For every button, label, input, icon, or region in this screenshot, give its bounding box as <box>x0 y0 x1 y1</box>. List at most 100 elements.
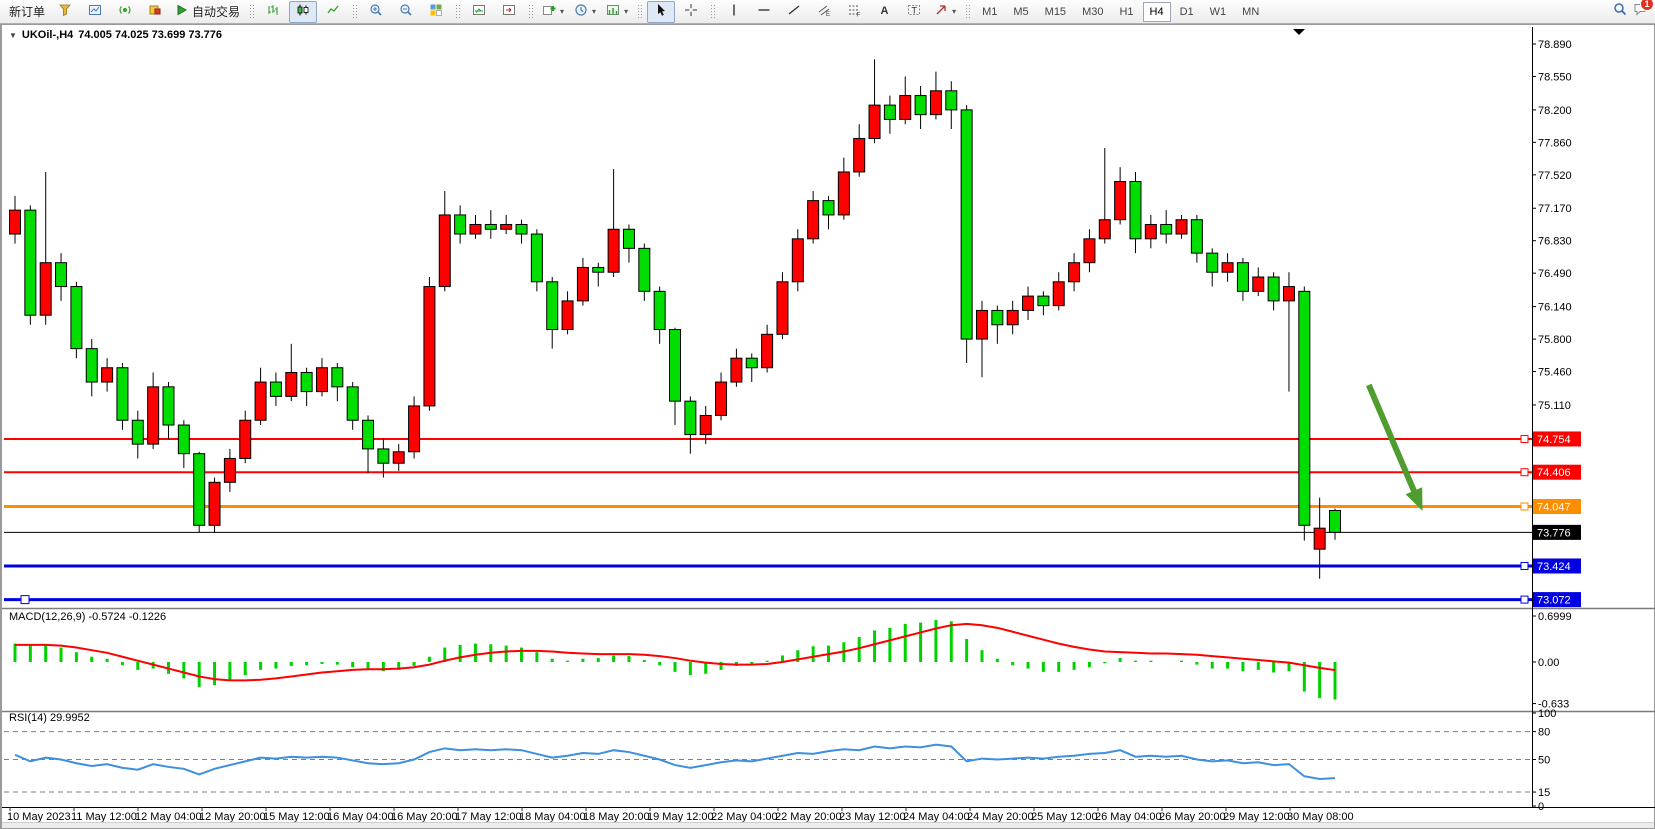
candle <box>1313 527 1326 550</box>
line-handle[interactable] <box>1520 502 1529 511</box>
add-indicator-button[interactable]: ▾ <box>538 1 568 23</box>
ohlc-quotes-label: 74.005 74.025 73.699 73.776 <box>78 29 223 41</box>
toolbar-grip[interactable] <box>965 3 971 20</box>
chart-shift-marker[interactable] <box>1293 29 1305 35</box>
toolbar-grip[interactable] <box>249 3 255 20</box>
search-button[interactable] <box>1613 2 1627 21</box>
candle <box>39 262 52 316</box>
fibonacci-button[interactable]: F <box>840 1 868 23</box>
arrow-annotation-shaft[interactable] <box>1366 383 1420 500</box>
new-chart-window-button[interactable] <box>81 1 109 23</box>
auto-trading-button[interactable]: 自动交易 <box>171 1 244 23</box>
dropdown-arrow-icon[interactable]: ▾ <box>560 7 565 16</box>
new-order-button[interactable]: 新订单 <box>5 1 49 23</box>
candle <box>285 372 298 397</box>
funnel-button[interactable] <box>51 1 79 23</box>
crosshair-button[interactable] <box>677 1 705 23</box>
tile-windows-button[interactable] <box>422 1 450 23</box>
date-label: 26 May 20:00 <box>1159 811 1226 823</box>
toolbar-grip[interactable] <box>710 3 716 20</box>
auto-trading-button-label: 自动交易 <box>192 5 241 19</box>
candle <box>837 171 850 216</box>
rsi-tick-label: 100 <box>1538 708 1556 720</box>
toolbar-grip[interactable] <box>352 3 358 20</box>
candle <box>55 262 68 288</box>
horizontal-line-button[interactable] <box>750 1 778 23</box>
candle <box>254 381 267 421</box>
date-label: 10 May 2023 <box>7 811 71 823</box>
period-button[interactable]: ▾ <box>570 1 600 23</box>
line-handle[interactable] <box>1520 468 1529 477</box>
timeframe-h4-button[interactable]: H4 <box>1142 1 1171 22</box>
line-handle[interactable] <box>1520 434 1529 443</box>
price-tick-label: 77.860 <box>1538 137 1572 149</box>
toolbar-grip[interactable] <box>528 3 534 20</box>
line-handle[interactable] <box>1520 561 1529 570</box>
add-chart-icon <box>542 3 556 20</box>
candle <box>515 223 528 235</box>
cursor-button[interactable] <box>647 0 676 23</box>
candle <box>162 386 175 426</box>
candle <box>1282 286 1295 302</box>
timeframe-m5-button[interactable]: M5 <box>1013 5 1029 18</box>
signals-button[interactable] <box>111 1 139 23</box>
chevron-down-icon[interactable]: ▼ <box>9 30 17 40</box>
timeframe-m30-button[interactable]: M30 <box>1082 5 1104 18</box>
timeframe-m15-button[interactable]: M15 <box>1044 5 1067 18</box>
candle <box>868 104 881 140</box>
candle <box>1298 290 1311 526</box>
candle <box>776 281 789 335</box>
candle <box>1098 219 1111 240</box>
timeframe-h1-button[interactable]: H1 <box>1119 5 1134 18</box>
toolbar-grip[interactable] <box>455 3 461 20</box>
candle <box>362 419 375 450</box>
crosshair-icon <box>684 3 698 20</box>
arrow-annotation-head[interactable] <box>1405 487 1423 511</box>
trendline-button[interactable] <box>780 1 808 23</box>
timeframe-w1-button[interactable]: W1 <box>1209 5 1227 18</box>
zoom-out-button[interactable] <box>392 1 420 23</box>
price-tick-label: 77.170 <box>1538 203 1572 215</box>
dropdown-arrow-icon[interactable]: ▾ <box>952 7 957 16</box>
timeframe-d1-button[interactable]: D1 <box>1179 5 1194 18</box>
vertical-line-button[interactable] <box>720 1 748 23</box>
arrows-button[interactable]: ▾ <box>930 1 960 23</box>
dropdown-arrow-icon[interactable]: ▾ <box>624 7 629 16</box>
chart-shift-button[interactable] <box>495 1 523 23</box>
indicator-window-button[interactable] <box>465 1 493 23</box>
equidistant-channel-button[interactable]: E <box>810 1 838 23</box>
timeframe-m1-button[interactable]: M1 <box>982 5 998 18</box>
new-order-button-label: 新订单 <box>9 5 46 19</box>
text-button[interactable]: A <box>870 1 898 23</box>
line-handle[interactable] <box>1520 595 1529 604</box>
candle <box>576 266 589 302</box>
candle <box>469 223 482 235</box>
candle <box>85 348 98 383</box>
market-watch-button[interactable] <box>141 1 169 23</box>
chat-button[interactable]: 1 <box>1633 0 1654 21</box>
candle <box>592 266 605 273</box>
candle <box>684 400 697 436</box>
line-chart-button[interactable] <box>319 1 347 23</box>
template-button[interactable]: ▾ <box>602 1 632 23</box>
autotrade-icon <box>175 3 189 20</box>
candle <box>1129 181 1142 240</box>
price-line-label <box>1533 498 1581 514</box>
candle <box>561 300 574 331</box>
zoom-out-icon <box>399 3 413 20</box>
zoom-in-button[interactable] <box>362 1 390 23</box>
dropdown-arrow-icon[interactable]: ▾ <box>592 7 597 16</box>
line-handle[interactable] <box>20 595 30 605</box>
toolbar-grip[interactable] <box>637 3 643 20</box>
bar-chart-button[interactable] <box>259 1 287 23</box>
text-label-button[interactable]: T <box>900 1 928 23</box>
date-label: 19 May 12:00 <box>647 811 714 823</box>
toolbar-right: 1 <box>1613 0 1655 21</box>
price-line-label <box>1533 524 1581 540</box>
market-watch-icon <box>148 3 162 20</box>
candlestick-chart-button[interactable] <box>289 0 318 23</box>
timeframe-mn-button[interactable]: MN <box>1242 5 1260 18</box>
svg-text:T: T <box>912 6 918 16</box>
candle <box>791 238 804 283</box>
candle <box>960 109 973 340</box>
